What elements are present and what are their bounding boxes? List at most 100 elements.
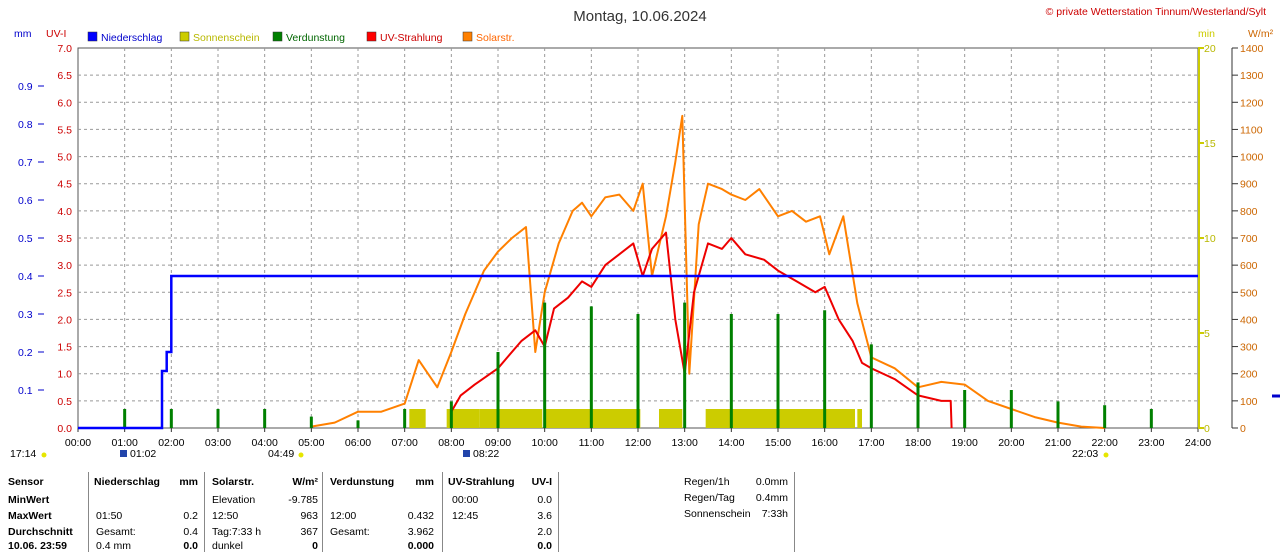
moonrise-label: 01:02 xyxy=(130,448,156,460)
min-tick-label: 5 xyxy=(1204,328,1210,340)
stats-niederschlag-value: 0.2 xyxy=(183,510,198,522)
uv-tick-label: 4.0 xyxy=(57,206,72,218)
stats-niederschlag-label: Gesamt: xyxy=(96,526,136,538)
chart-series xyxy=(78,114,1198,430)
stats-solar-header: Solarstr. xyxy=(212,476,255,488)
moonrise-icon xyxy=(120,450,127,457)
wm2-tick-label: 1100 xyxy=(1240,124,1263,136)
uv-tick-label: 6.0 xyxy=(57,97,72,109)
legend-label: Niederschlag xyxy=(101,32,162,44)
legend-label: Solarstr. xyxy=(476,32,515,44)
x-tick-label: 00:00 xyxy=(65,437,91,449)
stats-uv-value: 0.0 xyxy=(537,494,552,506)
x-tick-label: 12:00 xyxy=(625,437,651,449)
stats-solar-label: Elevation xyxy=(212,494,256,506)
stats-row-label: 10.06. 23:59 xyxy=(8,540,67,552)
chart-legend: Niederschlag Sonnenschein Verdunstung UV-St… xyxy=(87,31,515,44)
stats-row-label: Durchschnitt xyxy=(8,526,73,538)
stats-solar-value: -9.785 xyxy=(288,494,318,506)
mm-tick-label: 0.1 xyxy=(18,385,33,397)
legend-swatch xyxy=(462,31,473,42)
stats-sensor-header: Sensor xyxy=(8,476,44,488)
wm2-tick-label: 1200 xyxy=(1240,97,1264,109)
sunset-label: 22:03 xyxy=(1072,448,1098,460)
stats-uv-value: 2.0 xyxy=(537,526,552,538)
stats-niederschlag-value: 0.0 xyxy=(183,540,198,552)
stats-extra-value: 7:33h xyxy=(761,508,788,520)
mm-tick-label: 0.5 xyxy=(18,233,33,245)
x-tick-label: 07:00 xyxy=(392,437,418,449)
wm2-axis-unit: W/m² xyxy=(1248,28,1274,40)
stats-uv-value: 3.6 xyxy=(537,510,552,522)
wm2-tick-label: 700 xyxy=(1240,233,1258,245)
wm2-tick-label: 1300 xyxy=(1240,70,1264,82)
x-tick-label: 20:00 xyxy=(998,437,1024,449)
mm-tick-label: 0.6 xyxy=(18,195,33,207)
sunshine-bar xyxy=(659,409,683,428)
stats-verdunstung-label: Gesamt: xyxy=(330,526,370,538)
sunshine-bar xyxy=(705,409,855,428)
wm2-tick-label: 800 xyxy=(1240,206,1258,218)
uv-tick-label: 3.5 xyxy=(57,233,72,245)
solar-radiation-line xyxy=(311,114,1105,429)
stats-uv-label: 00:00 xyxy=(452,494,479,506)
stats-extra-label: Sonnenschein xyxy=(684,508,751,520)
moonset-label: 08:22 xyxy=(473,448,499,460)
uv-tick-label: 0.5 xyxy=(57,396,72,408)
mm-tick-label: 0.3 xyxy=(18,309,33,321)
legend-label: Sonnenschein xyxy=(193,32,260,44)
stats-verdunstung-label: 12:00 xyxy=(330,510,357,522)
x-tick-label: 09:00 xyxy=(485,437,511,449)
wm2-tick-label: 600 xyxy=(1240,260,1258,272)
stats-uv-unit: UV-I xyxy=(531,476,552,488)
wm2-tick-label: 500 xyxy=(1240,287,1258,299)
min-axis-unit: min xyxy=(1198,28,1215,40)
stats-niederschlag-unit: mm xyxy=(179,476,198,488)
stats-verdunstung-unit: mm xyxy=(415,476,434,488)
stats-solar-label: 12:50 xyxy=(212,510,239,522)
stats-row-label: MaxWert xyxy=(8,510,52,522)
x-tick-label: 16:00 xyxy=(812,437,838,449)
x-tick-label: 24:00 xyxy=(1185,437,1211,449)
legend-swatch xyxy=(272,31,283,42)
min-tick-label: 0 xyxy=(1204,423,1210,435)
uv-tick-label: 5.0 xyxy=(57,152,72,164)
legend-swatch xyxy=(366,31,377,42)
x-tick-label: 02:00 xyxy=(158,437,184,449)
uv-tick-label: 2.0 xyxy=(57,314,72,326)
stats-extra-label: Regen/Tag xyxy=(684,492,735,504)
start-time-label: 17:14 xyxy=(10,448,36,460)
stats-niederschlag-value: 0.4 xyxy=(183,526,198,538)
stats-solar-value: 0 xyxy=(312,540,318,552)
stats-column-divider xyxy=(558,472,559,552)
stats-column-divider xyxy=(322,472,323,552)
legend-label: Verdunstung xyxy=(286,32,345,44)
wm2-tick-label: 1000 xyxy=(1240,152,1264,164)
sunset-icon xyxy=(1103,452,1109,458)
uv-tick-label: 2.5 xyxy=(57,287,72,299)
stats-column-divider xyxy=(442,472,443,552)
copyright-note: © private Wetterstation Tinnum/Westerlan… xyxy=(1046,6,1266,18)
legend-swatch xyxy=(87,31,98,42)
stats-row-label: MinWert xyxy=(8,494,50,506)
sunshine-bar xyxy=(446,409,480,428)
wm2-tick-label: 200 xyxy=(1240,369,1258,381)
wm2-tick-label: 100 xyxy=(1240,396,1258,408)
stats-uv-header: UV-Strahlung xyxy=(448,476,515,488)
uv-tick-label: 4.5 xyxy=(57,179,72,191)
stats-solar-value: 367 xyxy=(300,526,318,538)
uv-tick-label: 1.0 xyxy=(57,369,72,381)
wm2-tick-label: 0 xyxy=(1240,423,1246,435)
x-tick-label: 17:00 xyxy=(858,437,884,449)
uv-axis-unit: UV-I xyxy=(46,28,66,40)
uv-tick-label: 7.0 xyxy=(57,43,72,55)
x-tick-label: 06:00 xyxy=(345,437,371,449)
stats-niederschlag-label: 01:50 xyxy=(96,510,123,522)
precipitation-line xyxy=(78,274,1198,430)
mm-tick-label: 0.8 xyxy=(18,119,33,131)
stats-verdunstung-header: Verdunstung xyxy=(330,476,395,488)
astro-time-marks: 17:14 01:02 04:49 08:22 22:03 xyxy=(10,448,1109,460)
stats-extra-value: 0.0mm xyxy=(755,476,788,488)
x-tick-label: 03:00 xyxy=(205,437,231,449)
stats-verdunstung-value: 3.962 xyxy=(407,526,434,538)
